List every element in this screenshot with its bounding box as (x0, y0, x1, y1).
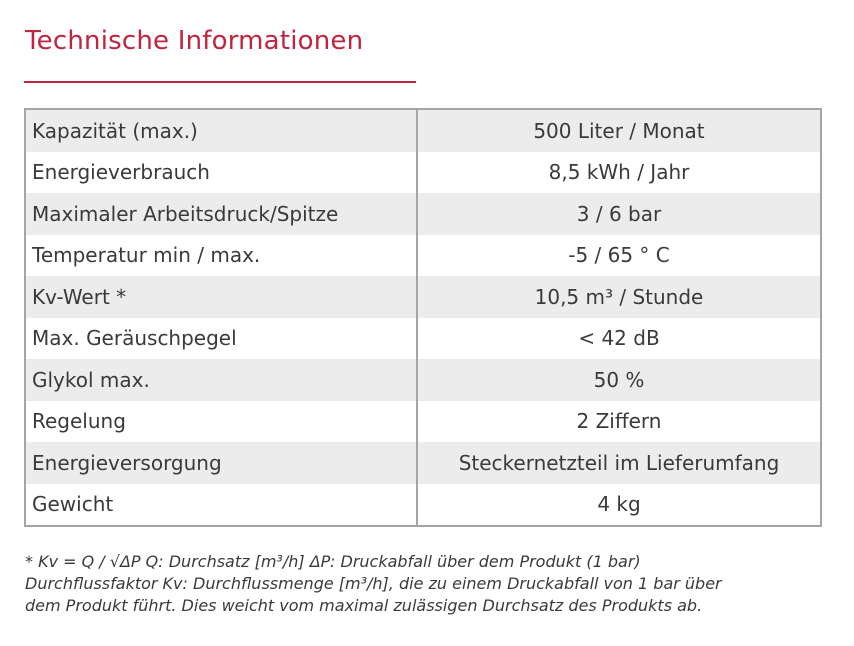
table-row: Gewicht 4 kg (25, 483, 821, 526)
table-row: Glykol max. 50 % (25, 359, 821, 401)
spec-value: 8,5 kWh / Jahr (548, 160, 690, 185)
spec-label: Energieversorgung (25, 442, 418, 484)
spec-value: 50 % (417, 359, 821, 401)
section-title: Technische Informationen (25, 26, 364, 56)
spec-label: Glykol max. (25, 359, 418, 401)
spec-value: 4 kg (597, 492, 641, 517)
table-row: Energieverbrauch 8,5 kWh / Jahr (25, 151, 821, 193)
table-row: Energieversorgung Steckernetzteil im Lief… (25, 442, 821, 484)
footnote: * Kv = Q / √ΔP Q: Durchsatz [m³/h] ΔP: D… (25, 551, 722, 617)
footnote-line: Durchflussfaktor Kv: Durchflussmenge [m³… (25, 574, 722, 593)
table-row: Kapazität (max.) 500 Liter / Monat (25, 109, 821, 152)
spec-label: Regelung (25, 400, 418, 442)
spec-label: Maximaler Arbeitsdruck/Spitze (25, 193, 418, 235)
spec-table: Kapazität (max.) 500 Liter / Monat Energie… (24, 108, 822, 527)
footnote-line: dem Produkt führt. Dies weicht vom maxim… (25, 596, 703, 615)
table-row: Kv-Wert * 10,5 m³ / Stunde (25, 276, 821, 318)
title-underline (24, 81, 416, 83)
table-row: Temperatur min / max. -5 / 65 ° C (25, 234, 821, 276)
spec-value: 2 Ziffern (576, 409, 662, 434)
spec-label: Kv-Wert * (25, 276, 418, 318)
footnote-line: * Kv = Q / √ΔP Q: Durchsatz [m³/h] ΔP: D… (25, 552, 641, 571)
table-row: Regelung 2 Ziffern (25, 400, 821, 442)
spec-label: Kapazität (max.) (25, 109, 418, 152)
spec-label: Temperatur min / max. (25, 234, 418, 276)
spec-value: Steckernetzteil im Lieferumfang (417, 442, 821, 484)
table-row: Max. Geräuschpegel < 42 dB (25, 317, 821, 359)
table-row: Maximaler Arbeitsdruck/Spitze 3 / 6 bar (25, 193, 821, 235)
spec-value: 3 / 6 bar (417, 193, 821, 235)
spec-value: < 42 dB (578, 326, 660, 351)
spec-value: -5 / 65 ° C (568, 243, 670, 268)
spec-value: 500 Liter / Monat (417, 109, 821, 152)
spec-value: 10,5 m³ / Stunde (417, 276, 821, 318)
spec-label: Gewicht (25, 483, 418, 526)
spec-label: Max. Geräuschpegel (25, 317, 418, 359)
spec-label: Energieverbrauch (25, 151, 418, 193)
